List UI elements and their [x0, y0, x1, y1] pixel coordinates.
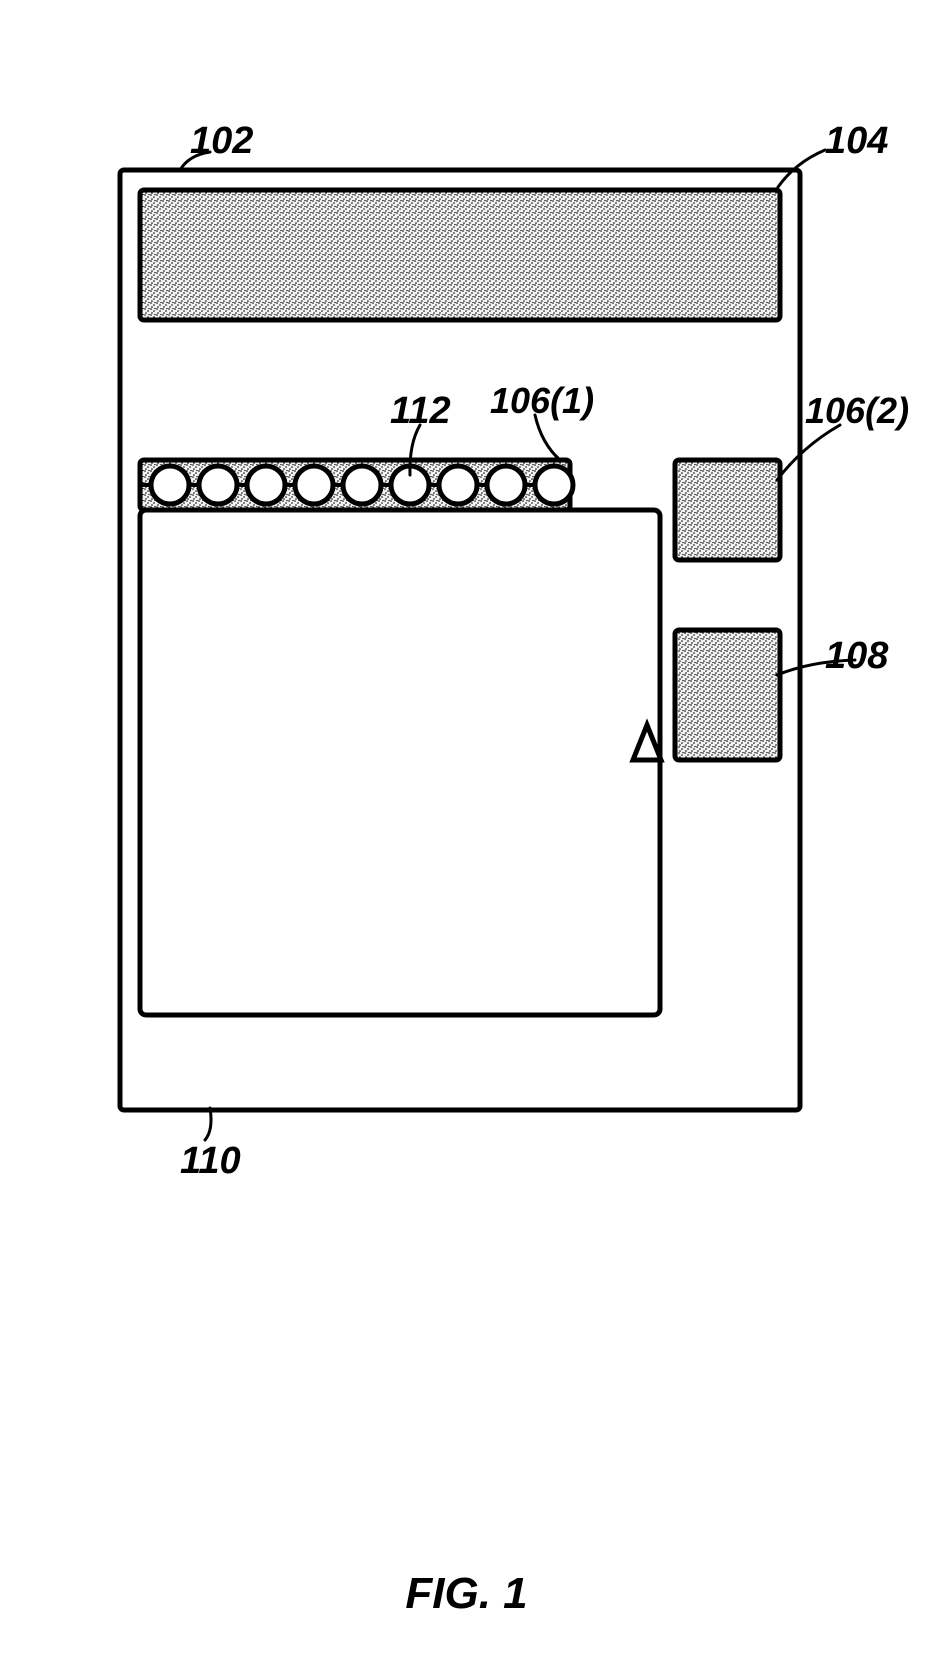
diagram-svg: [60, 80, 933, 1180]
figure-1-container: 102 104 106(1) 106(2) 108 110 112: [60, 80, 880, 1280]
callout-104: 104: [825, 120, 888, 163]
callout-106-2: 106(2): [805, 390, 909, 432]
callout-110: 110: [180, 1140, 241, 1183]
callout-108: 108: [825, 635, 888, 678]
callout-112: 112: [390, 390, 451, 433]
callout-102: 102: [190, 120, 253, 163]
callout-106-1: 106(1): [490, 380, 594, 422]
figure-label: FIG. 1: [405, 1569, 527, 1619]
